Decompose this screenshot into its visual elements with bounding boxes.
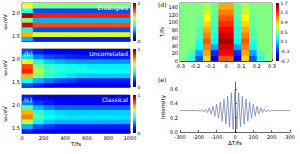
svg-text:0.4: 0.4 — [170, 100, 178, 106]
svg-text:1.5: 1.5 — [12, 33, 20, 39]
svg-text:(d): (d) — [158, 1, 167, 8]
svg-text:2.0: 2.0 — [12, 102, 20, 108]
svg-text:0.1: 0.1 — [281, 39, 288, 44]
svg-text:600: 600 — [82, 135, 92, 141]
svg-text:Intensity: Intensity — [160, 94, 167, 119]
svg-text:60: 60 — [172, 35, 178, 41]
svg-text:100: 100 — [249, 134, 259, 140]
svg-text:-100: -100 — [211, 134, 222, 140]
svg-text:ωₛ/eV: ωₛ/eV — [2, 106, 8, 122]
svg-text:-300: -300 — [174, 134, 185, 140]
svg-text:-0.2: -0.2 — [190, 63, 200, 69]
svg-text:-200: -200 — [193, 134, 204, 140]
svg-text:120: 120 — [168, 12, 178, 18]
svg-text:1.5: 1.5 — [12, 79, 20, 85]
svg-text:20: 20 — [172, 50, 178, 56]
svg-text:0.0: 0.0 — [170, 129, 178, 135]
svg-text:ωₛ/eV: ωₛ/eV — [2, 14, 8, 30]
svg-text:1.7: 1.7 — [281, 1, 288, 6]
svg-text:140: 140 — [168, 4, 178, 10]
svg-text:-0.7: -0.7 — [281, 59, 290, 64]
svg-text:-0.3: -0.3 — [175, 63, 185, 69]
svg-text:1000: 1000 — [124, 135, 137, 141]
svg-text:0: 0 — [174, 58, 178, 64]
svg-text:1: 1 — [138, 93, 141, 98]
svg-text:T/fs: T/fs — [159, 27, 165, 38]
svg-text:0.2: 0.2 — [253, 63, 261, 69]
svg-text:0: 0 — [138, 85, 141, 90]
svg-text:0: 0 — [138, 39, 141, 44]
svg-text:(a): (a) — [24, 4, 32, 11]
svg-text:200: 200 — [39, 135, 49, 141]
svg-text:0.6: 0.6 — [170, 86, 178, 92]
svg-text:1: 1 — [138, 1, 141, 6]
svg-text:100: 100 — [168, 19, 178, 25]
svg-text:Uncorrelated: Uncorrelated — [89, 50, 128, 57]
svg-text:0.9: 0.9 — [281, 20, 288, 25]
svg-text:0.1: 0.1 — [237, 63, 245, 69]
svg-text:-0.3: -0.3 — [281, 49, 290, 54]
svg-text:1: 1 — [138, 47, 141, 52]
svg-text:800: 800 — [104, 135, 114, 141]
svg-text:0: 0 — [224, 63, 227, 69]
svg-text:2.0: 2.0 — [12, 56, 20, 62]
svg-text:1.3: 1.3 — [281, 10, 288, 15]
svg-text:(e): (e) — [158, 76, 166, 83]
svg-text:ωₛ/eV: ωₛ/eV — [2, 60, 8, 76]
svg-text:0.3: 0.3 — [268, 63, 276, 69]
svg-text:2.0: 2.0 — [12, 10, 20, 16]
svg-text:0: 0 — [233, 134, 236, 140]
svg-text:40: 40 — [172, 43, 178, 49]
svg-text:300: 300 — [285, 134, 295, 140]
svg-text:80: 80 — [172, 27, 178, 33]
svg-text:0.5: 0.5 — [281, 30, 288, 35]
svg-text:0.2: 0.2 — [170, 115, 178, 121]
svg-text:(b): (b) — [24, 50, 33, 57]
svg-text:Classical: Classical — [102, 96, 128, 103]
svg-text:0: 0 — [138, 131, 141, 136]
svg-text:0: 0 — [20, 135, 23, 141]
svg-text:1.5: 1.5 — [12, 125, 20, 131]
svg-text:Entangled: Entangled — [98, 4, 129, 12]
svg-text:400: 400 — [60, 135, 70, 141]
svg-text:(c): (c) — [24, 96, 32, 103]
svg-text:-0.1: -0.1 — [206, 63, 216, 69]
svg-text:200: 200 — [267, 134, 277, 140]
svg-text:T/fs: T/fs — [70, 141, 81, 147]
svg-text:ΔT/fs: ΔT/fs — [228, 140, 242, 146]
